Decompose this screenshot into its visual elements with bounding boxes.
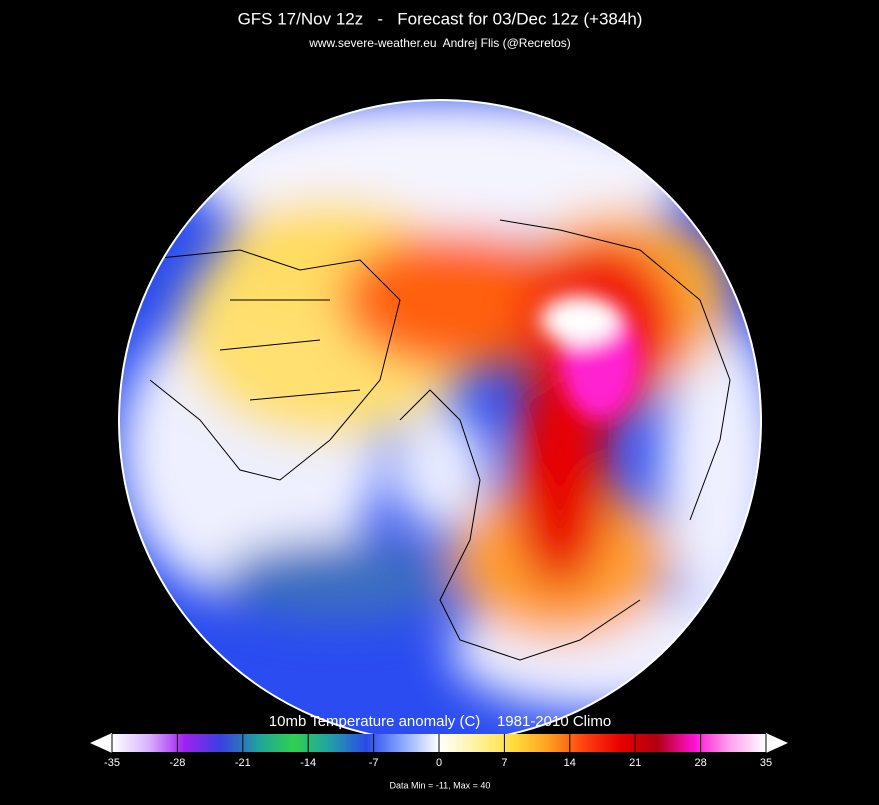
colorbar-arrow-left — [90, 733, 112, 753]
colorbar-tick-label: 21 — [629, 757, 641, 769]
colorbar-arrow-right — [766, 733, 788, 753]
colorbar-tick-label: -35 — [104, 757, 120, 769]
subtitle: www.severe-weather.eu Andrej Flis (@Recr… — [308, 36, 571, 50]
colorbar-title: 10mb Temperature anomaly (C) 1981-2010 C… — [269, 713, 611, 730]
colorbar-tick-label: 28 — [694, 757, 706, 769]
footer: Data Min = -11, Max = 40 — [390, 780, 491, 790]
colorbar-tick-label: -21 — [235, 757, 251, 769]
colorbar-tick-label: 0 — [436, 757, 442, 769]
colorbar-tick-label: 7 — [501, 757, 507, 769]
colorbar-tick-label: 35 — [760, 757, 772, 769]
colorbar-ticks: -35 -28 -21 -14 -7 0 7 14 21 28 35 — [104, 734, 772, 769]
colorbar-tick-label: -28 — [169, 757, 185, 769]
colorbar-tick-label: -7 — [369, 757, 379, 769]
colorbar-tick-label: -14 — [300, 757, 316, 769]
map — [118, 99, 762, 743]
title: GFS 17/Nov 12z - Forecast for 03/Dec 12z… — [238, 9, 643, 28]
colorbar-tick-label: 14 — [564, 757, 576, 769]
